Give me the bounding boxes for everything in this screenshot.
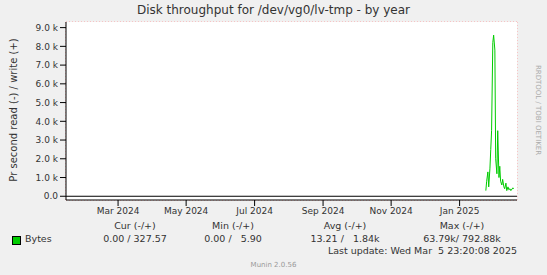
html-text:13.21 / 1.84k: 13.21 / 1.84k [310, 233, 380, 244]
svg-text:May 2024: May 2024 [164, 206, 209, 216]
svg-text:5.0 k: 5.0 k [36, 98, 59, 108]
html-text:Cur (-/+): Cur (-/+) [114, 220, 156, 231]
svg-text:8.0 k: 8.0 k [36, 42, 59, 52]
svg-text:Sep 2024: Sep 2024 [302, 206, 345, 216]
html-text:63.79k/ 792.88k: 63.79k/ 792.88k [423, 233, 501, 244]
html-text:Max (-/+): Max (-/+) [439, 220, 485, 231]
svg-text:0.0: 0.0 [44, 191, 59, 201]
html-text:Munin 2.0.56: Munin 2.0.56 [250, 261, 297, 269]
html-text:Disk throughput for /dev/vg0/l: Disk throughput for /dev/vg0/lv-tmp - by… [136, 3, 410, 17]
html-text:Min (-/+): Min (-/+) [212, 220, 254, 231]
svg-text:9.0 k: 9.0 k [36, 23, 59, 33]
svg-text:3.0 k: 3.0 k [36, 135, 59, 145]
html-text:0.00 / 327.57: 0.00 / 327.57 [103, 233, 167, 244]
html-text:Last update: Wed Mar 5 23:20:0: Last update: Wed Mar 5 23:20:08 2025 [327, 245, 517, 256]
svg-text:Nov 2024: Nov 2024 [369, 206, 413, 216]
html-text:RRDTOOL / TOBI OETIKER: RRDTOOL / TOBI OETIKER [534, 64, 542, 156]
html-text:Pr second read (-) / write (+): Pr second read (-) / write (+) [7, 38, 19, 182]
html-text:0.00 / 5.90: 0.00 / 5.90 [204, 233, 262, 244]
svg-text:Mar 2024: Mar 2024 [97, 206, 140, 216]
svg-text:2.0 k: 2.0 k [36, 154, 59, 164]
html-text:Avg (-/+): Avg (-/+) [323, 220, 367, 231]
html-text:Bytes: Bytes [25, 233, 52, 244]
svg-text:4.0 k: 4.0 k [36, 117, 59, 127]
svg-text:Jul 2024: Jul 2024 [235, 206, 273, 216]
svg-text:1.0 k: 1.0 k [36, 173, 59, 183]
svg-text:7.0 k: 7.0 k [36, 60, 59, 70]
svg-text:6.0 k: 6.0 k [36, 79, 59, 89]
svg-text:Jan 2025: Jan 2025 [439, 206, 480, 216]
